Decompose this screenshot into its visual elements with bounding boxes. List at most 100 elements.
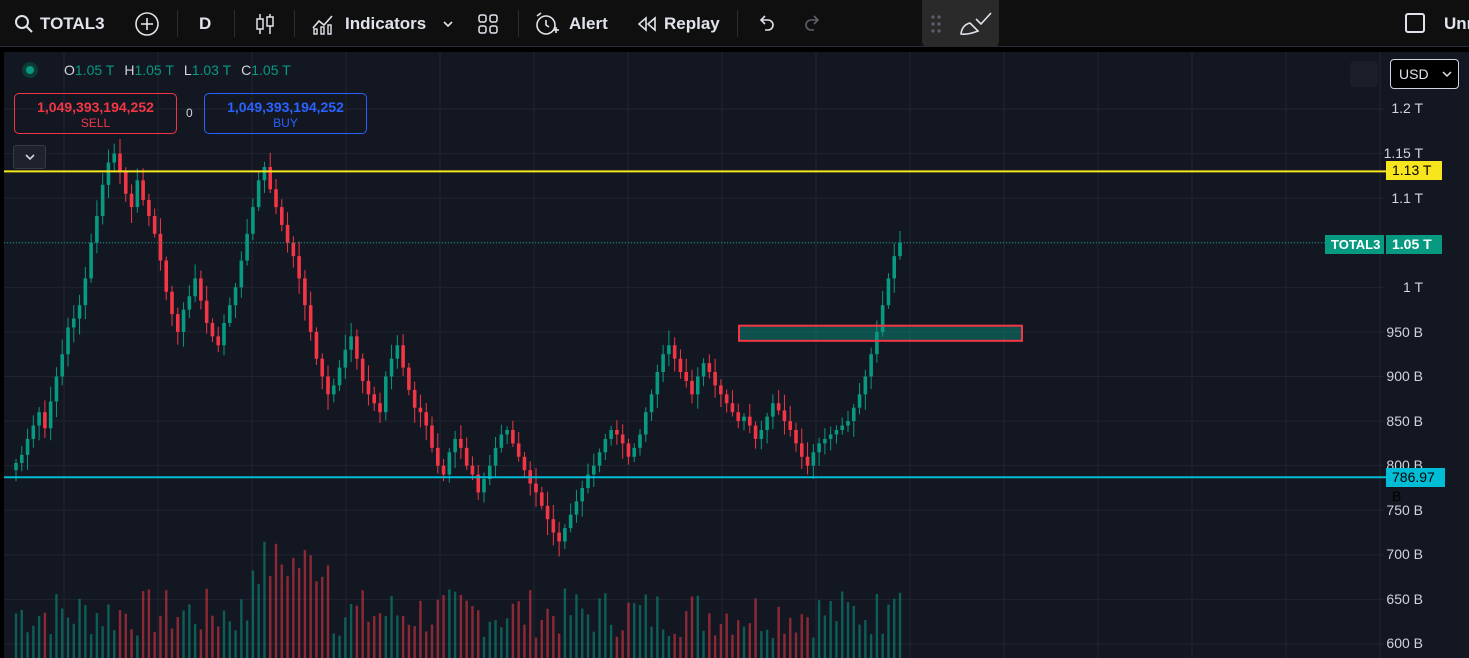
volume-bar [419, 600, 422, 658]
volume-bar [875, 593, 879, 658]
candle-body [632, 447, 637, 457]
symbol-search-button[interactable]: TOTAL3 [14, 0, 105, 47]
candle-body [43, 412, 47, 429]
indicators-dropdown[interactable] [441, 0, 455, 47]
sell-button[interactable]: 1,049,393,194,252 SELL [14, 93, 177, 134]
compare-symbol-button[interactable] [134, 0, 160, 47]
candle-body [389, 358, 394, 377]
symbol-name: TOTAL3 [40, 13, 105, 33]
candle-body [360, 358, 365, 381]
candle-body [794, 430, 798, 444]
drag-handle-icon[interactable] [930, 14, 942, 34]
layouts-button[interactable] [477, 0, 499, 47]
volume-bar [679, 636, 682, 658]
volume-bar [147, 589, 151, 658]
volume-bar [604, 593, 607, 658]
volume-bar [829, 601, 832, 658]
cyan-line-price-tag[interactable]: 786.97 B [1386, 468, 1445, 504]
drawing-toolbar-toggle[interactable] [922, 0, 999, 47]
candle-body [736, 412, 741, 422]
candle-body [407, 367, 411, 390]
price-axis-label: 650 B [1386, 591, 1423, 607]
volume-bar [234, 630, 237, 658]
last-price-tag: 1.05 T [1386, 235, 1442, 254]
candle-body [25, 438, 30, 455]
volume-bar [592, 631, 595, 658]
volume-bar [222, 610, 226, 658]
candle-body [331, 385, 336, 395]
market-status-icon[interactable] [22, 62, 38, 78]
toolbar-divider [177, 10, 178, 37]
buy-button[interactable]: 1,049,393,194,252 BUY [204, 93, 367, 134]
currency-select[interactable]: USD [1390, 59, 1459, 89]
candle-body [620, 434, 625, 444]
candle-body [667, 345, 671, 355]
indicators-button[interactable]: Indicators [311, 0, 426, 47]
candle-body [424, 412, 429, 426]
interval-button[interactable]: D [199, 0, 211, 47]
volume-bar [852, 606, 855, 658]
volume-bar [494, 620, 497, 658]
alert-label: Alert [569, 13, 608, 33]
volume-bar [708, 613, 711, 658]
candle-body [83, 278, 88, 306]
volume-bar [118, 609, 122, 658]
volume-bar [205, 588, 208, 658]
volume-bar [188, 604, 191, 658]
chart-settings-icon[interactable] [1350, 61, 1378, 87]
candle-body [147, 199, 151, 216]
volume-bar [130, 629, 133, 658]
candle-body [805, 456, 810, 466]
volume-bar [633, 603, 636, 658]
candle-body [239, 260, 244, 288]
volume-bar [344, 617, 347, 658]
price-chart[interactable] [4, 52, 1469, 658]
price-axis-label: 1.15 T [1383, 145, 1423, 161]
candle-body [366, 380, 371, 395]
price-axis-label: 1 T [1403, 279, 1423, 295]
candle-body [89, 242, 93, 279]
volume-bar [737, 620, 740, 658]
unnamed-layout-button[interactable]: Unr [1444, 0, 1469, 47]
volume-bar [477, 610, 480, 658]
volume-bar [777, 606, 780, 658]
volume-bar [864, 620, 867, 658]
low-key: L [183, 62, 192, 78]
candle-body [799, 443, 804, 457]
redo-button[interactable] [803, 0, 823, 47]
candle-body [776, 403, 781, 411]
volume-bar [638, 604, 642, 658]
volume-bar [14, 613, 18, 658]
collapse-legend-button[interactable] [13, 145, 46, 169]
volume-bar [713, 635, 717, 658]
candle-body [672, 345, 677, 359]
chart-pane[interactable] [4, 52, 1469, 658]
volume-bar [794, 632, 798, 658]
volume-bar [719, 624, 723, 658]
undo-button[interactable] [756, 0, 776, 47]
candle-body [464, 447, 469, 466]
candle-body [210, 323, 215, 337]
candle-body [880, 305, 885, 332]
volume-bar [396, 615, 399, 658]
fullscreen-checkbox[interactable] [1405, 13, 1425, 33]
ohlc-legend: O 1.05 T H 1.05 T L 1.03 T C 1.05 T [22, 62, 291, 78]
rewind-icon [637, 15, 656, 32]
candle-body [320, 358, 325, 377]
volume-bar [765, 629, 769, 658]
candle-body [204, 300, 209, 323]
volume-bar [297, 567, 301, 658]
alert-button[interactable]: Alert [534, 0, 608, 47]
chart-type-button[interactable] [254, 0, 276, 47]
candle-body [771, 403, 775, 417]
candle-body [158, 233, 163, 261]
candle-body [765, 416, 769, 430]
candle-body [100, 184, 105, 216]
volume-bar [621, 630, 624, 658]
volume-bar [482, 636, 486, 658]
candle-body [482, 479, 486, 493]
replay-button[interactable]: Replay [636, 0, 720, 47]
yellow-line-price-tag[interactable]: 1.13 T [1386, 161, 1442, 180]
candle-body [875, 331, 879, 355]
candle-body [19, 454, 24, 463]
